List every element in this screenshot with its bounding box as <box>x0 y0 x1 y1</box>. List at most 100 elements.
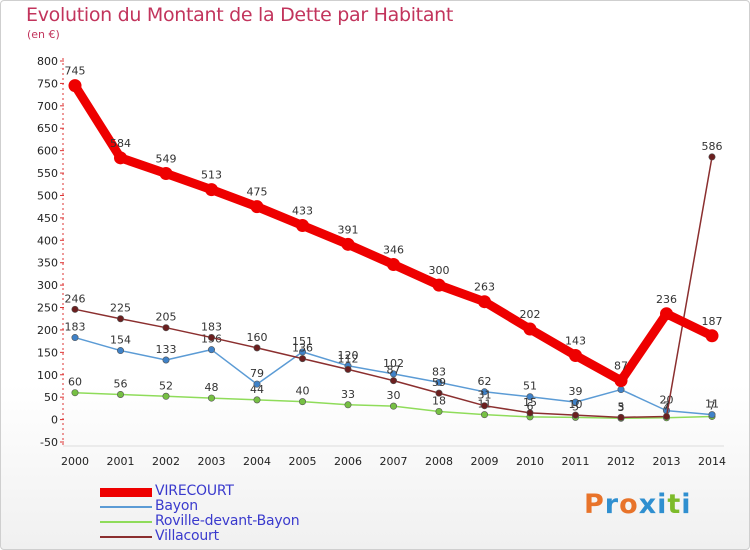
data-label: 52 <box>159 379 173 392</box>
data-point <box>253 380 261 388</box>
data-point <box>117 347 125 355</box>
logo-letter: r <box>604 489 620 520</box>
data-label: 187 <box>702 315 723 328</box>
legend-swatch <box>100 506 152 508</box>
y-tick-label: 600 <box>37 145 58 158</box>
data-label: 225 <box>110 302 131 315</box>
legend-label: Villacourt <box>155 528 219 544</box>
data-label: 3 <box>618 401 625 414</box>
data-point <box>298 348 306 356</box>
data-point <box>71 389 79 397</box>
y-tick-label: 150 <box>37 346 58 359</box>
data-point <box>435 378 443 386</box>
x-tick-label: 2003 <box>198 455 226 468</box>
data-point <box>478 295 491 309</box>
y-tick-label: 0 <box>51 414 58 427</box>
y-tick-label: 200 <box>37 324 58 337</box>
data-label: 102 <box>383 357 404 370</box>
data-label: 60 <box>68 376 82 389</box>
data-point <box>435 389 443 397</box>
data-point <box>526 409 534 417</box>
data-label: 246 <box>65 292 86 305</box>
data-point <box>298 398 306 406</box>
logo-letter: o <box>619 489 639 520</box>
x-tick-label: 2014 <box>698 455 726 468</box>
data-point <box>526 393 534 401</box>
data-point <box>68 79 82 93</box>
data-label: 745 <box>65 65 86 78</box>
data-point <box>344 401 352 409</box>
data-point <box>432 278 446 292</box>
data-point <box>71 305 79 313</box>
data-point <box>705 329 719 343</box>
data-label: 549 <box>156 153 177 166</box>
data-label: 300 <box>429 264 450 277</box>
logo-letter: P <box>584 489 605 520</box>
y-tick-label: -50 <box>40 436 58 449</box>
data-point <box>208 334 216 342</box>
data-point <box>250 200 264 214</box>
data-label: 513 <box>201 169 222 182</box>
y-tick-label: 50 <box>44 391 58 404</box>
data-point <box>389 377 397 385</box>
x-tick-label: 2012 <box>607 455 635 468</box>
x-tick-label: 2000 <box>61 455 89 468</box>
data-label: 30 <box>387 389 401 402</box>
chart-title: Evolution du Montant de la Dette par Hab… <box>26 4 454 26</box>
data-label: 56 <box>114 377 128 390</box>
data-label: 87 <box>614 360 628 373</box>
legend-label: VIRECOURT <box>155 483 234 499</box>
data-label: 263 <box>474 281 495 294</box>
legend-swatch <box>100 536 152 538</box>
data-label: 7 <box>709 399 716 412</box>
x-tick-label: 2008 <box>425 455 453 468</box>
data-point <box>71 334 79 342</box>
data-label: 15 <box>523 396 537 409</box>
data-label: 10 <box>569 398 583 411</box>
y-tick-label: 250 <box>37 302 58 315</box>
data-label: 586 <box>702 140 723 153</box>
data-point <box>296 219 309 233</box>
y-tick-label: 300 <box>37 279 58 292</box>
y-tick-label: 800 <box>37 55 58 68</box>
data-point <box>569 348 582 362</box>
data-point <box>480 402 488 410</box>
data-point <box>571 411 579 419</box>
logo-letter: i <box>681 489 692 520</box>
logo-letter: x <box>638 489 658 520</box>
data-point <box>662 412 670 420</box>
data-label: 6 <box>527 400 534 413</box>
data-label: 136 <box>292 342 313 355</box>
data-label: 391 <box>338 223 359 236</box>
data-point <box>617 413 625 421</box>
legend-swatch <box>100 521 152 523</box>
x-tick-label: 2004 <box>243 455 271 468</box>
data-label: 475 <box>247 186 268 199</box>
data-point <box>614 374 628 388</box>
data-label: 143 <box>565 334 586 347</box>
data-label: 183 <box>201 321 222 334</box>
x-tick-label: 2009 <box>471 455 499 468</box>
data-point <box>117 390 125 398</box>
data-point <box>389 402 397 410</box>
data-label: 7 <box>663 399 670 412</box>
data-label: 151 <box>292 335 313 348</box>
data-point <box>708 411 716 419</box>
series-line <box>70 81 717 386</box>
x-tick-label: 2002 <box>152 455 180 468</box>
x-tick-label: 2011 <box>562 455 590 468</box>
data-point <box>660 307 673 321</box>
legend-swatch <box>100 487 152 497</box>
data-label: 202 <box>520 308 541 321</box>
data-point <box>205 183 218 197</box>
x-tick-label: 2006 <box>334 455 362 468</box>
data-label: 584 <box>110 137 131 150</box>
data-label: 236 <box>656 293 677 306</box>
data-point <box>162 392 170 400</box>
data-label: 346 <box>383 243 404 256</box>
data-label: 40 <box>296 385 310 398</box>
data-label: 87 <box>387 364 401 377</box>
legend-label: Roville-devant-Bayon <box>155 513 300 529</box>
data-point <box>571 398 579 406</box>
